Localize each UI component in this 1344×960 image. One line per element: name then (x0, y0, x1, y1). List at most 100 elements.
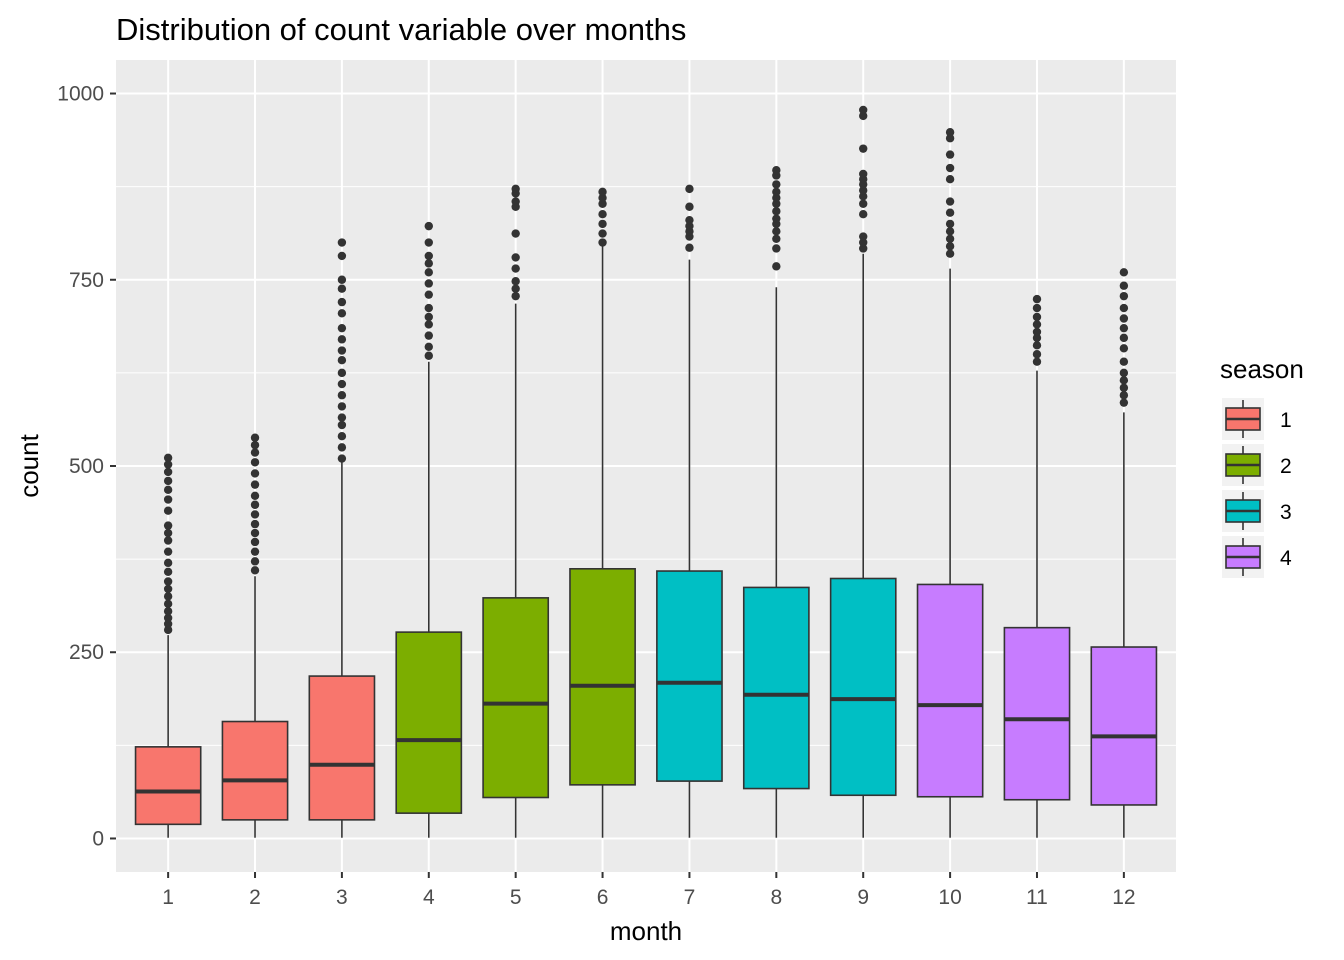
outlier-point (163, 599, 173, 609)
outlier-point (424, 221, 433, 231)
box-iqr (308, 675, 376, 821)
outlier-point (1119, 391, 1129, 400)
y-tick-label: 0 (92, 827, 104, 850)
outlier-point (1119, 333, 1129, 343)
x-tick-label: 3 (336, 886, 348, 909)
outlier-point (511, 229, 520, 238)
y-tick-label: 500 (69, 455, 104, 478)
outlier-point (424, 342, 433, 352)
outlier-point (163, 584, 173, 594)
x-tick-label: 6 (597, 886, 609, 909)
outlier-point (945, 174, 955, 184)
box-iqr (1003, 626, 1071, 801)
outlier-point (859, 244, 868, 253)
outlier-point (337, 297, 347, 307)
y-tick-label: 250 (69, 641, 104, 664)
outlier-point (337, 391, 347, 400)
outlier-point (859, 210, 868, 219)
outlier-point (163, 619, 173, 629)
y-axis-title: count (14, 433, 44, 497)
outlier-point (250, 528, 260, 538)
box-iqr (829, 577, 897, 797)
legend-item-3: 3 (1222, 490, 1292, 532)
outlier-point (337, 413, 347, 422)
outlier-point (945, 134, 955, 143)
outlier-point (163, 625, 173, 635)
legend-item-1: 1 (1222, 398, 1292, 440)
outlier-point (772, 262, 781, 271)
outlier-point (250, 448, 260, 457)
outlier-point (250, 491, 260, 500)
box-month-11 (1003, 294, 1071, 838)
outlier-point (1032, 357, 1042, 366)
x-tick-label: 9 (857, 886, 869, 909)
outlier-point (424, 259, 433, 268)
outlier-point (945, 197, 955, 206)
outlier-point (337, 368, 347, 378)
box-iqr (221, 720, 289, 821)
outlier-point (859, 199, 868, 208)
outlier-point (598, 238, 607, 247)
outlier-point (424, 351, 433, 360)
outlier-point (250, 500, 260, 509)
outlier-point (337, 323, 347, 333)
box-month-5 (482, 184, 550, 838)
outlier-point (945, 128, 955, 137)
outlier-point (1119, 383, 1129, 392)
outlier-point (250, 469, 260, 478)
box-iqr (916, 583, 984, 798)
outlier-point (945, 150, 955, 159)
outlier-point (250, 433, 260, 442)
box-iqr (1090, 646, 1158, 806)
outlier-point (685, 202, 694, 211)
outlier-point (1119, 344, 1129, 353)
box-iqr (395, 631, 463, 814)
outlier-point (511, 253, 520, 262)
outlier-point (1032, 303, 1042, 313)
outlier-point (772, 187, 781, 197)
outlier-point (163, 467, 173, 477)
outlier-point (424, 303, 433, 313)
box-group (134, 105, 1158, 838)
outlier-point (337, 251, 347, 261)
outlier-point (945, 219, 955, 229)
legend-title: season (1220, 354, 1304, 384)
outlier-point (945, 249, 955, 258)
legend-item-4: 4 (1222, 536, 1292, 578)
outlier-point (250, 480, 260, 489)
y-tick-label: 750 (69, 269, 104, 292)
outlier-point (1032, 350, 1042, 359)
outlier-point (250, 566, 260, 575)
outlier-point (1119, 323, 1129, 333)
outlier-point (772, 193, 781, 203)
legend-label: 4 (1280, 547, 1292, 570)
outlier-point (511, 264, 520, 273)
outlier-point (163, 476, 173, 486)
outlier-point (511, 277, 520, 286)
outlier-point (250, 557, 260, 566)
outlier-point (1119, 268, 1129, 277)
outlier-point (772, 199, 781, 208)
outlier-point (163, 460, 173, 469)
outlier-point (424, 268, 433, 277)
outlier-point (1119, 357, 1129, 366)
outlier-point (859, 169, 868, 179)
outlier-point (1119, 281, 1129, 290)
outlier-point (598, 229, 607, 238)
outlier-point (598, 187, 607, 197)
outlier-point (598, 210, 607, 219)
box-month-8 (742, 166, 810, 838)
outlier-point (1119, 303, 1129, 313)
outlier-point (772, 227, 781, 236)
outlier-point (1119, 291, 1129, 301)
outlier-point (1119, 376, 1129, 385)
x-tick-label: 1 (162, 886, 174, 909)
outlier-point (250, 440, 260, 450)
outlier-point (250, 510, 260, 519)
outlier-point (511, 184, 520, 194)
outlier-point (163, 592, 173, 601)
outlier-point (1032, 312, 1042, 322)
outlier-point (163, 485, 173, 495)
outlier-point (424, 279, 433, 288)
